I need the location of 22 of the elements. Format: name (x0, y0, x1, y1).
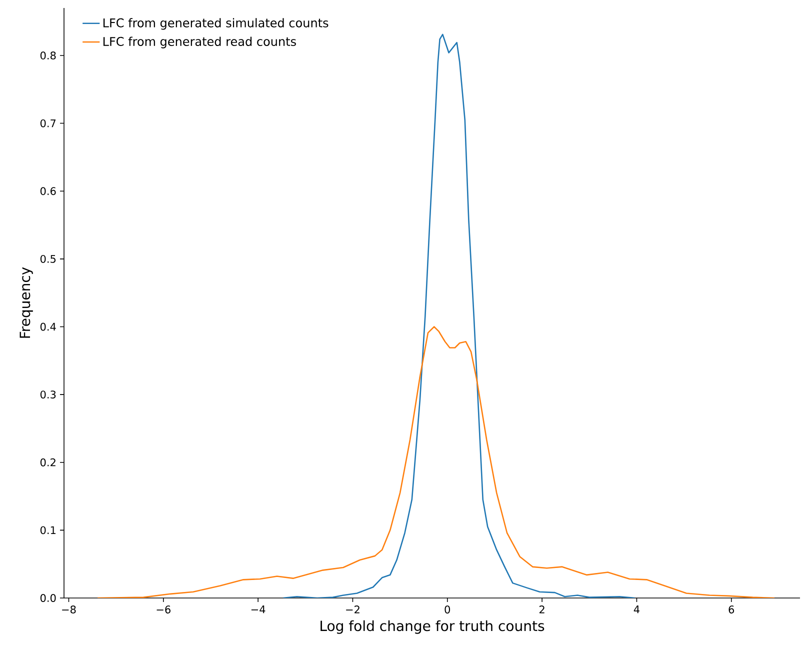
y-tick-label: 0.4 (40, 322, 56, 331)
y-tick-label: 0.7 (40, 119, 56, 128)
x-tick-label: 6 (728, 606, 734, 614)
y-tick-label: 0.6 (40, 187, 56, 196)
y-tick-label: 0.0 (40, 594, 56, 602)
line-series (96, 326, 776, 598)
x-tick-label: −4 (251, 606, 266, 614)
x-tick-label: −2 (346, 606, 360, 614)
x-tick-label: 2 (539, 606, 544, 614)
y-tick-label: 0.8 (40, 52, 56, 60)
x-tick-label: 4 (634, 606, 640, 614)
legend-label: LFC from generated read counts (103, 36, 296, 48)
y-tick-label: 0.3 (40, 390, 56, 399)
x-tick-label: −6 (156, 606, 170, 614)
y-tick-label: 0.2 (40, 458, 56, 466)
x-tick-label: −8 (62, 606, 76, 614)
y-axis-title: Frequency (20, 267, 33, 338)
y-tick-label: 0.1 (40, 526, 56, 534)
legend-label: LFC from generated simulated counts (103, 18, 328, 30)
y-tick-label: 0.5 (40, 254, 56, 263)
x-tick-label: 0 (444, 606, 450, 614)
x-axis-title: Log fold change for truth counts (320, 620, 544, 634)
